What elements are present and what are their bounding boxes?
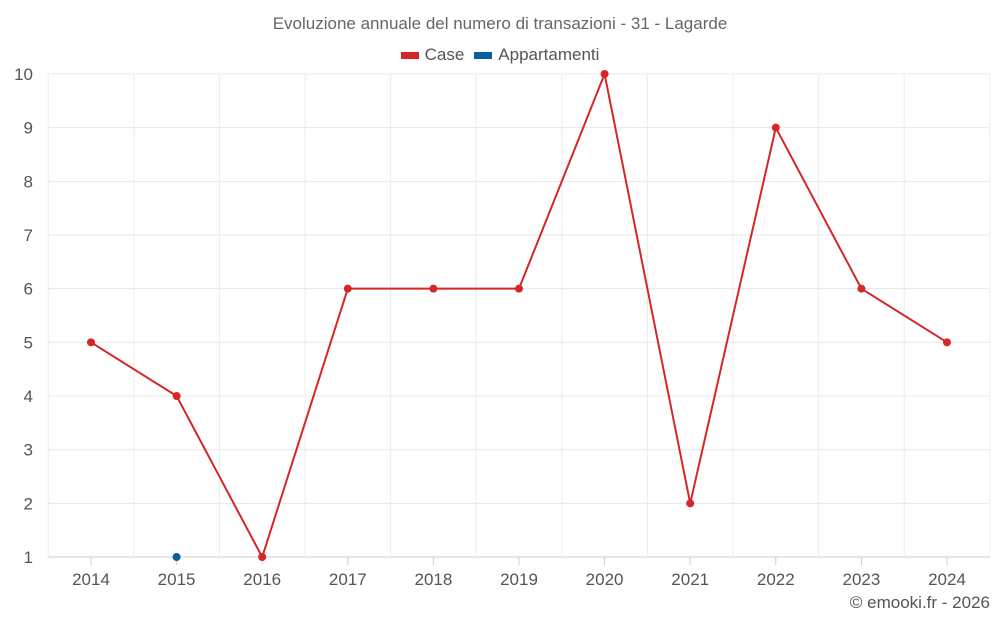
x-tick-label: 2022: [757, 570, 795, 589]
data-point-case: [771, 123, 780, 132]
data-point-case: [600, 70, 609, 78]
chart-legend: Case Appartamenti: [0, 45, 1000, 65]
y-tick-label: 1: [24, 548, 33, 567]
data-point-case: [515, 284, 523, 293]
x-tick-label: 2017: [329, 570, 367, 589]
data-point-case: [943, 338, 951, 347]
x-tick-label: 2018: [414, 570, 452, 589]
y-tick-label: 10: [14, 65, 33, 84]
x-tick-label: 2020: [586, 570, 624, 589]
data-point-case: [258, 553, 267, 561]
y-tick-label: 5: [24, 333, 33, 352]
data-point-case: [429, 284, 438, 293]
legend-item-case[interactable]: Case: [400, 45, 465, 65]
y-tick-label: 7: [24, 226, 33, 245]
data-point-case: [686, 499, 695, 508]
legend-label-case: Case: [424, 45, 465, 64]
x-tick-label: 2023: [842, 570, 880, 589]
data-point-case: [857, 284, 866, 293]
x-tick-label: 2024: [928, 570, 966, 589]
y-tick-label: 6: [24, 280, 33, 299]
chart-title: Evoluzione annuale del numero di transaz…: [272, 14, 728, 33]
x-tick-label: 2019: [500, 570, 538, 589]
data-point-case: [343, 284, 352, 293]
data-point-case: [87, 338, 95, 347]
legend-swatch-case: [400, 51, 419, 59]
legend-item-appartamenti[interactable]: Appartamenti: [474, 45, 599, 65]
copyright-credit: © emooki.fr - 2026: [849, 593, 990, 612]
x-tick-label: 2015: [158, 570, 196, 589]
y-tick-label: 2: [24, 494, 33, 513]
y-tick-label: 3: [24, 441, 33, 460]
y-tick-label: 4: [24, 387, 33, 406]
x-tick-label: 2021: [671, 570, 709, 589]
x-tick-label: 2014: [72, 570, 110, 589]
y-tick-label: 8: [24, 172, 33, 191]
data-point-appartamenti: [172, 553, 181, 561]
data-point-case: [172, 392, 181, 400]
y-tick-label: 9: [24, 119, 33, 138]
x-tick-label: 2016: [243, 570, 281, 589]
legend-label-appartamenti: Appartamenti: [498, 45, 600, 64]
legend-swatch-appartamenti: [474, 51, 493, 59]
